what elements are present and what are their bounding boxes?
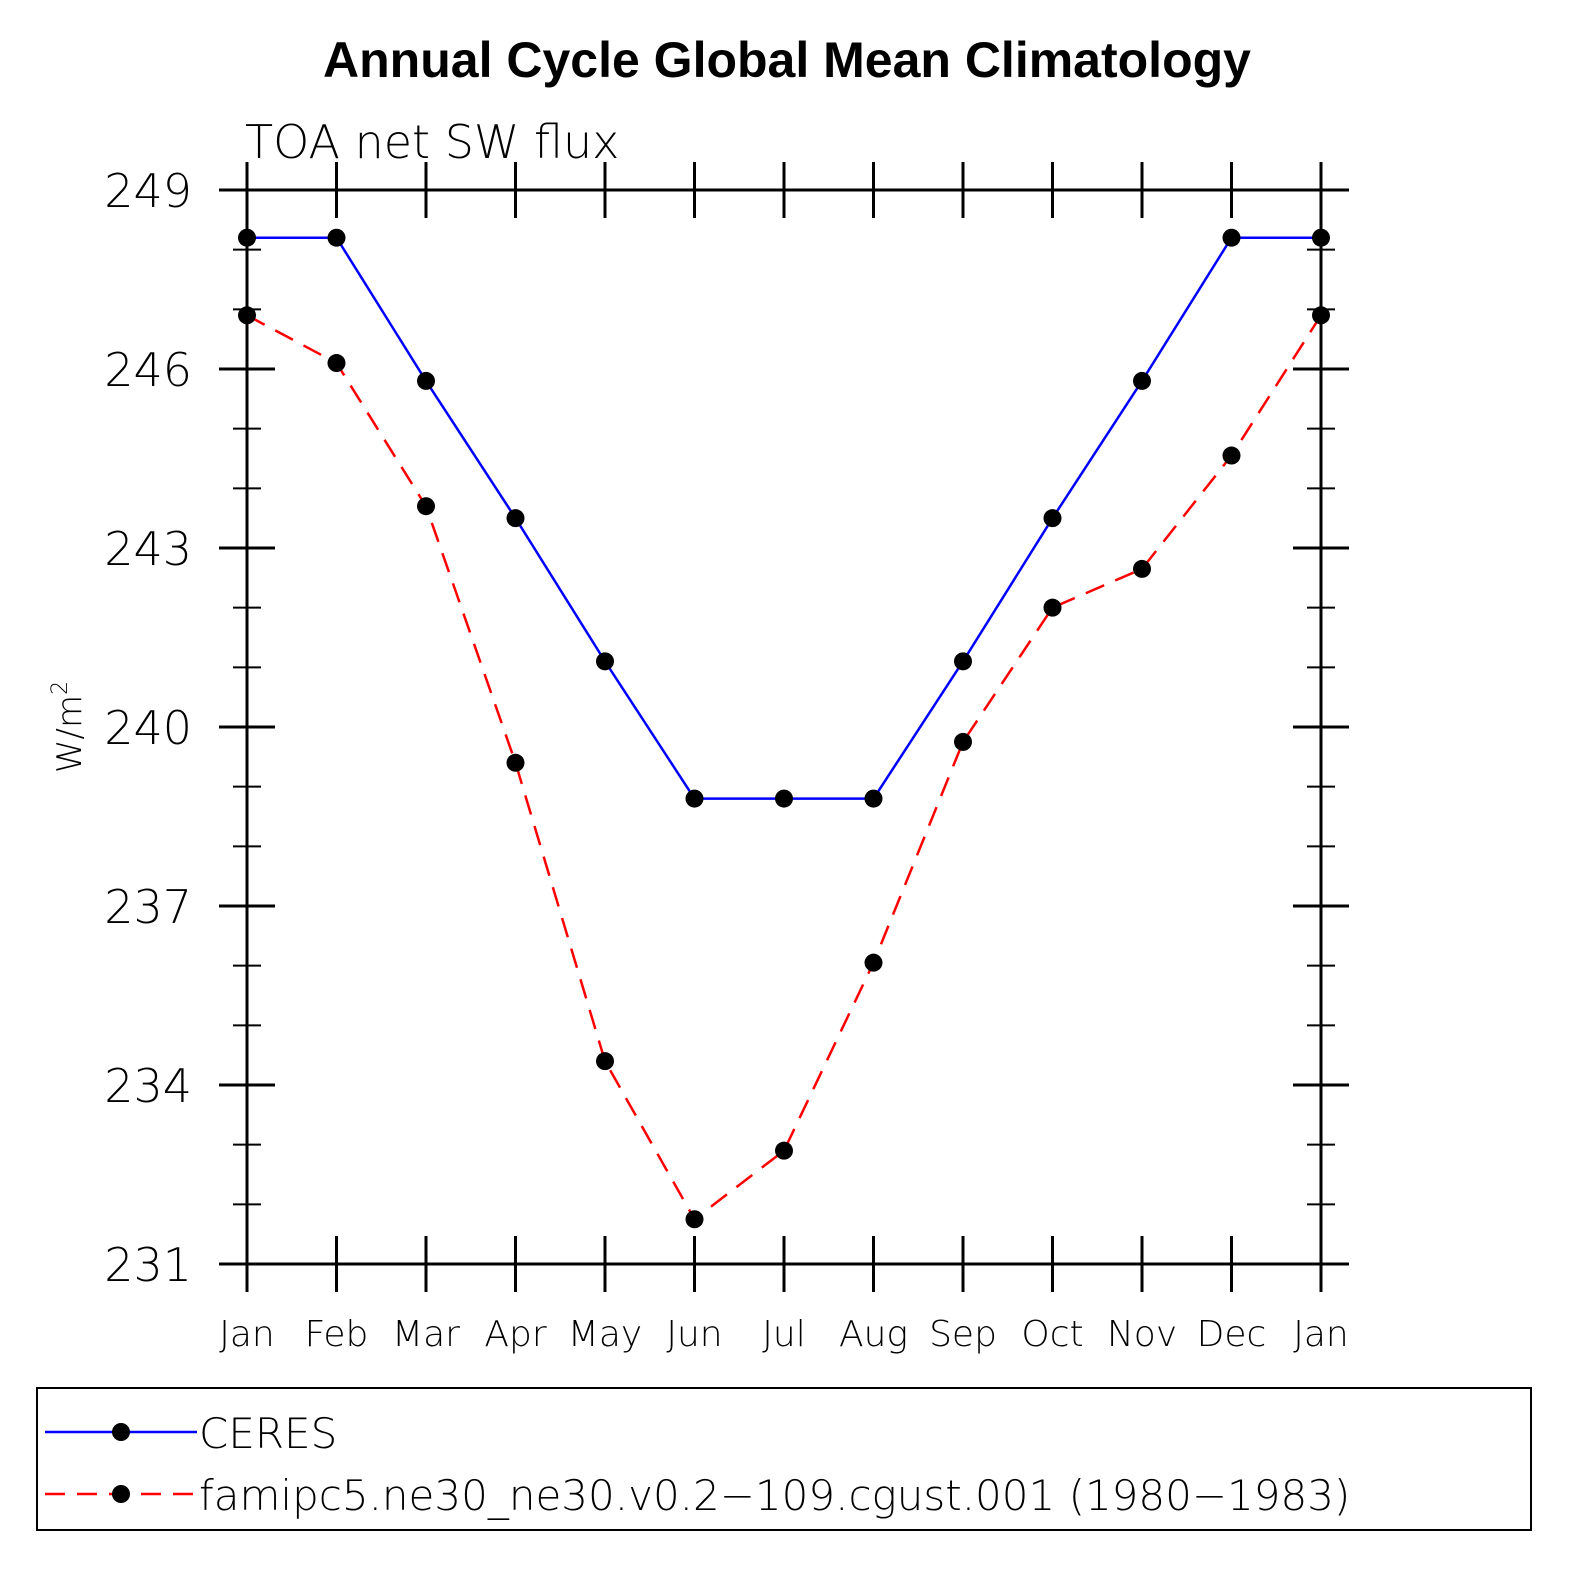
series-1-point: [1043, 509, 1062, 528]
y-tick-label: 237: [104, 880, 192, 934]
series-1-point: [775, 789, 793, 808]
axis-ticks: [219, 162, 1349, 1292]
chart-title: Annual Cycle Global Mean Climatology: [323, 32, 1251, 88]
series-1-point: [506, 509, 525, 528]
series-2-point: [1133, 559, 1151, 578]
x-tick-label: Mar: [392, 1314, 460, 1355]
series-1-point: [685, 789, 704, 808]
x-tick-label: Jan: [1293, 1314, 1349, 1355]
legend-marker-1: [112, 1423, 130, 1441]
y-tick-label: 231: [104, 1238, 192, 1292]
series-1-point: [864, 789, 883, 808]
series-line-2: [246, 314, 1323, 1222]
x-tick-label: Jan: [219, 1314, 275, 1355]
series-2-point: [1043, 598, 1062, 617]
y-tick-label: 234: [104, 1059, 192, 1113]
series-2-point: [1222, 446, 1241, 465]
y-axis-label-sup: 2: [48, 681, 73, 695]
series-1-point: [954, 652, 972, 671]
x-tick-label: Feb: [305, 1314, 369, 1355]
series-line-1: [247, 236, 1321, 800]
series-1-point: [417, 371, 435, 390]
legend: CERES famipc5.ne30_ne30.v0.2−109.cgust.00…: [36, 1387, 1532, 1531]
series-2-point: [954, 732, 972, 751]
x-tick-label: Dec: [1197, 1314, 1267, 1355]
y-tick-labels: 231 234 237 240 243 246 249: [104, 164, 192, 1292]
x-tick-label: Jun: [666, 1314, 722, 1355]
x-tick-label: Sep: [929, 1314, 997, 1355]
x-tick-label: Jul: [762, 1314, 805, 1355]
y-tick-label: 249: [104, 164, 192, 218]
series-2-point: [327, 354, 346, 373]
legend-entries: CERES famipc5.ne30_ne30.v0.2−109.cgust.00…: [45, 1409, 1350, 1520]
y-tick-label: 240: [104, 701, 192, 755]
series-2-point: [775, 1141, 793, 1160]
x-tick-label: Apr: [484, 1314, 546, 1355]
x-tick-label: May: [568, 1314, 642, 1355]
legend-box: [36, 1387, 1532, 1531]
series-layer: [238, 228, 1330, 1229]
series-1-point: [596, 652, 614, 671]
chart-subtitle: TOA net SW flux: [245, 115, 619, 169]
x-tick-label: Aug: [839, 1314, 908, 1355]
series-2-point: [506, 753, 525, 772]
y-axis-label: W/m2: [48, 681, 90, 773]
plot-frame: [245, 188, 1323, 1266]
legend-marker-2: [112, 1485, 130, 1503]
legend-label-1: CERES: [199, 1409, 337, 1458]
series-1-point: [1222, 228, 1241, 247]
x-tick-labels: Jan Feb Mar Apr May Jun Jul Aug Sep Oct Nov Dec Jan: [219, 1314, 1349, 1355]
series-2-point: [417, 497, 435, 516]
y-axis-label-text: W/m: [50, 695, 90, 773]
legend-label-2: famipc5.ne30_ne30.v0.2−109.cgust.001 (19…: [199, 1471, 1350, 1520]
y-tick-label: 243: [104, 522, 192, 576]
series-1-point: [1133, 371, 1151, 390]
series-2-point: [596, 1052, 614, 1071]
y-tick-label: 246: [104, 343, 192, 397]
x-tick-label: Oct: [1021, 1314, 1083, 1355]
x-tick-label: Nov: [1107, 1314, 1177, 1355]
series-2-point: [864, 953, 883, 972]
series-2-point: [685, 1210, 704, 1229]
series-1-point: [327, 228, 346, 247]
